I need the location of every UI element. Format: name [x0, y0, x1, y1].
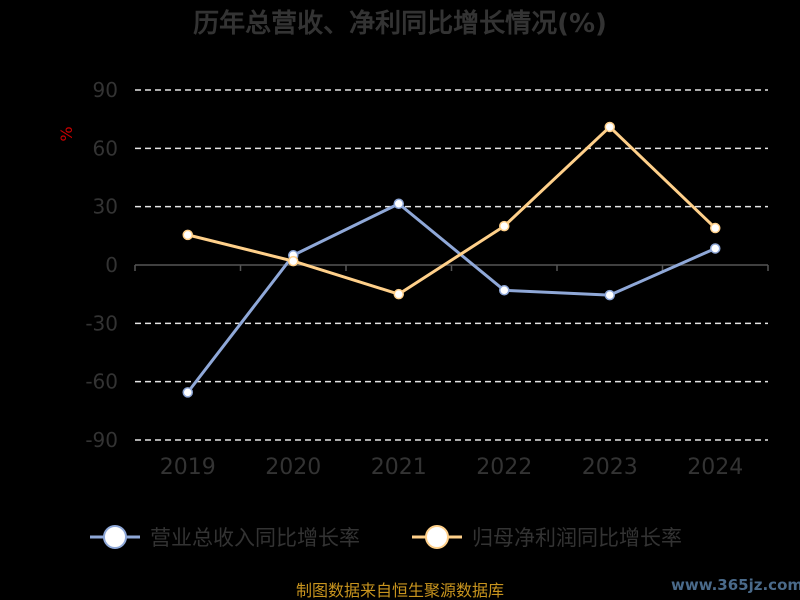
- x-axis: 2019 2020 2021 2022 2023 2024: [134, 264, 769, 480]
- legend-label: 归母净利润同比增长率: [472, 526, 682, 550]
- series-line: [187, 125, 717, 296]
- legend-marker: [425, 525, 449, 549]
- y-tick-label: 60: [93, 136, 118, 160]
- data-point: [288, 255, 299, 267]
- x-tick-label: 2019: [160, 455, 216, 480]
- data-point: [182, 229, 193, 241]
- x-tick-label: 2024: [687, 455, 743, 480]
- y-tick-label: 0: [105, 253, 118, 277]
- data-source-note: 制图数据来自恒生聚源数据库: [296, 581, 504, 600]
- y-tick-label: 30: [93, 195, 118, 219]
- data-point: [710, 243, 721, 254]
- x-tick-label: 2022: [476, 455, 532, 480]
- y-tick-labels: 90 60 30 0 -30 -60 -90: [85, 78, 118, 452]
- y-tick-label: -30: [85, 311, 118, 335]
- data-point: [710, 222, 721, 234]
- x-tick-label: 2020: [265, 455, 321, 480]
- data-point: [604, 121, 615, 133]
- data-point: [604, 289, 615, 301]
- data-point: [393, 288, 404, 300]
- legend: 营业总收入同比增长率 归母净利润同比增长率: [90, 525, 682, 550]
- series-line: [186, 202, 716, 394]
- x-tick-label: 2023: [582, 455, 638, 480]
- legend-label: 营业总收入同比增长率: [150, 526, 360, 550]
- chart-title: 历年总营收、净利同比增长情况(%): [193, 8, 607, 39]
- series-lines: [182, 121, 721, 398]
- x-tick-label: 2021: [371, 455, 427, 480]
- legend-item-1: 营业总收入同比增长率: [90, 525, 360, 550]
- legend-item-2: 归母净利润同比增长率: [412, 525, 682, 550]
- series-2: [182, 121, 721, 300]
- watermark: www.365jz.com: [671, 576, 800, 594]
- series-1: [182, 198, 721, 398]
- data-point: [499, 220, 510, 232]
- data-point: [499, 285, 510, 296]
- data-point: [393, 198, 404, 209]
- y-tick-label: -60: [85, 370, 118, 394]
- legend-marker: [103, 525, 127, 549]
- y-tick-label: 90: [93, 78, 118, 102]
- y-axis-label: %: [57, 126, 76, 141]
- y-tick-label: -90: [85, 428, 118, 452]
- data-point: [182, 387, 193, 398]
